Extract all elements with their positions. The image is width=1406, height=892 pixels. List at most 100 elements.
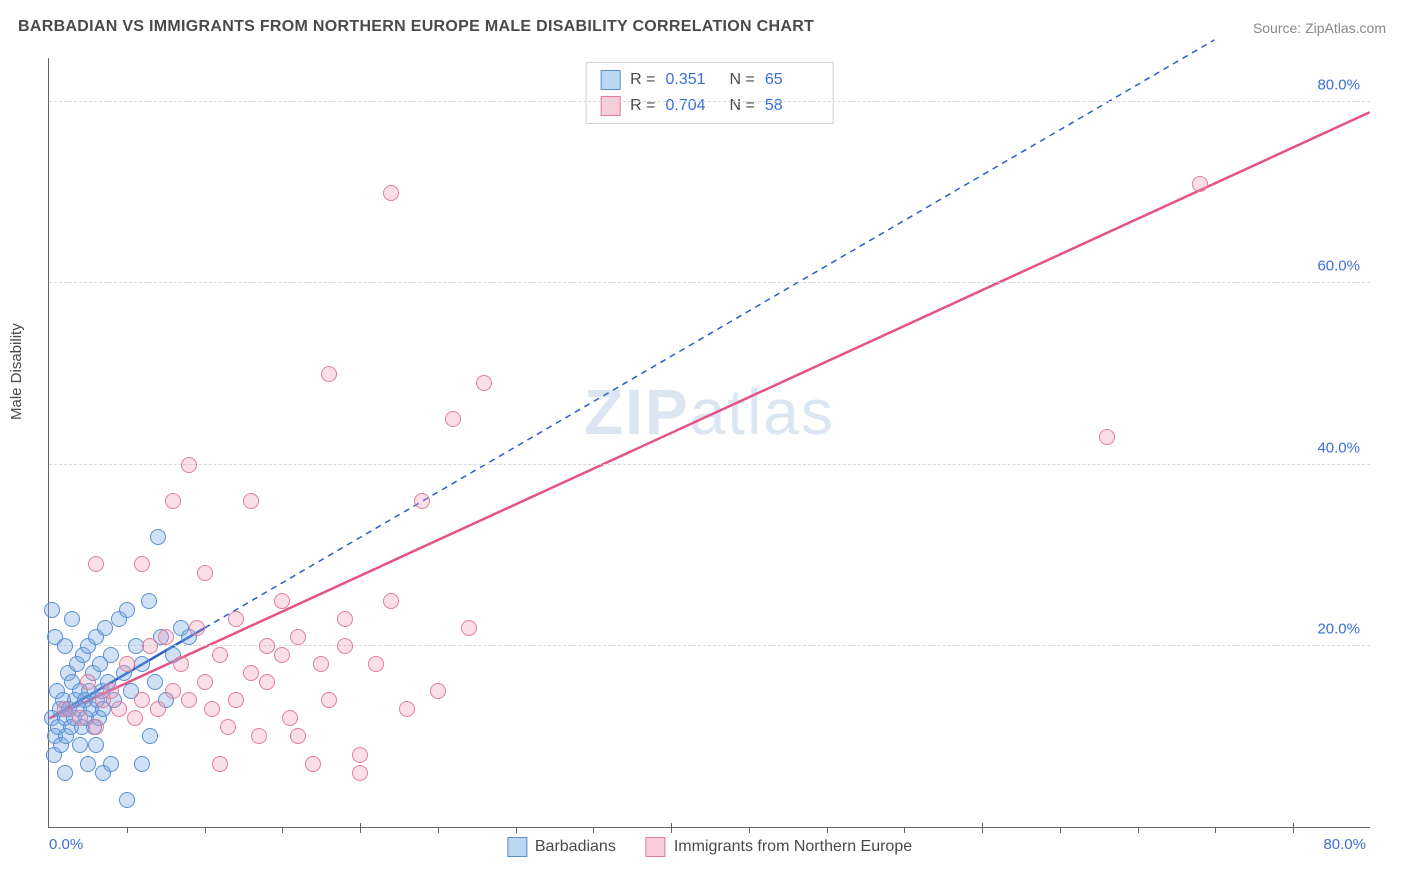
data-point bbox=[142, 728, 158, 744]
data-point bbox=[228, 692, 244, 708]
data-point bbox=[290, 728, 306, 744]
data-point bbox=[1192, 176, 1208, 192]
n-value-1: 65 bbox=[765, 67, 819, 93]
data-point bbox=[204, 701, 220, 717]
xtick-mark bbox=[827, 827, 828, 833]
r-label-1: R = bbox=[630, 67, 655, 93]
data-point bbox=[119, 602, 135, 618]
legend-label-2: Immigrants from Northern Europe bbox=[674, 838, 912, 856]
xtick-mark bbox=[516, 827, 517, 833]
data-point bbox=[305, 756, 321, 772]
data-point bbox=[57, 638, 73, 654]
data-point bbox=[259, 674, 275, 690]
plot-area: ZIPatlas R = 0.351 N = 65 R = 0.704 N = … bbox=[48, 58, 1370, 828]
source-attribution: Source: ZipAtlas.com bbox=[1253, 20, 1386, 36]
data-point bbox=[461, 620, 477, 636]
gridline bbox=[49, 464, 1370, 465]
data-point bbox=[72, 737, 88, 753]
data-point bbox=[119, 792, 135, 808]
data-point bbox=[181, 692, 197, 708]
data-point bbox=[430, 683, 446, 699]
data-point bbox=[134, 756, 150, 772]
data-point bbox=[57, 765, 73, 781]
legend-item-1: Barbadians bbox=[507, 837, 616, 857]
legend-swatch-2 bbox=[646, 837, 666, 857]
gridline bbox=[49, 645, 1370, 646]
data-point bbox=[352, 747, 368, 763]
gridline bbox=[49, 101, 1370, 102]
data-point bbox=[368, 656, 384, 672]
data-point bbox=[64, 611, 80, 627]
series-legend: Barbadians Immigrants from Northern Euro… bbox=[507, 837, 912, 857]
trend-line-extension bbox=[205, 40, 1215, 628]
data-point bbox=[119, 656, 135, 672]
x-min-label: 0.0% bbox=[49, 836, 83, 853]
n-value-2: 58 bbox=[765, 93, 819, 119]
data-point bbox=[150, 529, 166, 545]
ytick-label: 40.0% bbox=[1317, 439, 1360, 456]
data-point bbox=[165, 683, 181, 699]
trend-line bbox=[49, 112, 1369, 718]
ytick-label: 20.0% bbox=[1317, 620, 1360, 637]
chart-container: BARBADIAN VS IMMIGRANTS FROM NORTHERN EU… bbox=[0, 0, 1406, 892]
legend-swatch-1 bbox=[507, 837, 527, 857]
data-point bbox=[212, 647, 228, 663]
xtick-mark bbox=[982, 823, 983, 833]
data-point bbox=[134, 556, 150, 572]
swatch-series-2 bbox=[600, 96, 620, 116]
data-point bbox=[158, 629, 174, 645]
data-point bbox=[72, 710, 88, 726]
data-point bbox=[274, 647, 290, 663]
data-point bbox=[197, 565, 213, 581]
data-point bbox=[259, 638, 275, 654]
xtick-mark bbox=[1215, 827, 1216, 833]
y-axis-label: Male Disability bbox=[8, 323, 25, 420]
data-point bbox=[88, 737, 104, 753]
data-point bbox=[95, 765, 111, 781]
data-point bbox=[147, 674, 163, 690]
ytick-label: 60.0% bbox=[1317, 258, 1360, 275]
trend-lines-layer bbox=[49, 58, 1370, 827]
data-point bbox=[228, 611, 244, 627]
data-point bbox=[134, 656, 150, 672]
data-point bbox=[44, 602, 60, 618]
xtick-mark bbox=[671, 823, 672, 833]
data-point bbox=[111, 701, 127, 717]
data-point bbox=[88, 719, 104, 735]
xtick-mark bbox=[593, 827, 594, 833]
n-label-2: N = bbox=[730, 93, 755, 119]
correlation-row-1: R = 0.351 N = 65 bbox=[600, 67, 819, 93]
data-point bbox=[57, 701, 73, 717]
data-point bbox=[251, 728, 267, 744]
xtick-mark bbox=[749, 827, 750, 833]
chart-title: BARBADIAN VS IMMIGRANTS FROM NORTHERN EU… bbox=[18, 18, 814, 36]
data-point bbox=[220, 719, 236, 735]
xtick-mark bbox=[1293, 823, 1294, 833]
data-point bbox=[313, 656, 329, 672]
data-point bbox=[141, 593, 157, 609]
data-point bbox=[414, 493, 430, 509]
data-point bbox=[274, 593, 290, 609]
gridline bbox=[49, 282, 1370, 283]
data-point bbox=[97, 620, 113, 636]
data-point bbox=[88, 556, 104, 572]
source-value: ZipAtlas.com bbox=[1305, 20, 1386, 36]
data-point bbox=[399, 701, 415, 717]
correlation-legend: R = 0.351 N = 65 R = 0.704 N = 58 bbox=[585, 62, 834, 124]
data-point bbox=[150, 701, 166, 717]
data-point bbox=[80, 674, 96, 690]
watermark-rest: atlas bbox=[690, 376, 835, 448]
xtick-mark bbox=[282, 827, 283, 833]
data-point bbox=[1099, 429, 1115, 445]
data-point bbox=[127, 710, 143, 726]
source-label: Source: bbox=[1253, 20, 1301, 36]
data-point bbox=[383, 185, 399, 201]
data-point bbox=[103, 647, 119, 663]
data-point bbox=[103, 683, 119, 699]
data-point bbox=[445, 411, 461, 427]
data-point bbox=[476, 375, 492, 391]
data-point bbox=[134, 692, 150, 708]
xtick-mark bbox=[127, 827, 128, 833]
data-point bbox=[243, 665, 259, 681]
xtick-mark bbox=[205, 827, 206, 833]
